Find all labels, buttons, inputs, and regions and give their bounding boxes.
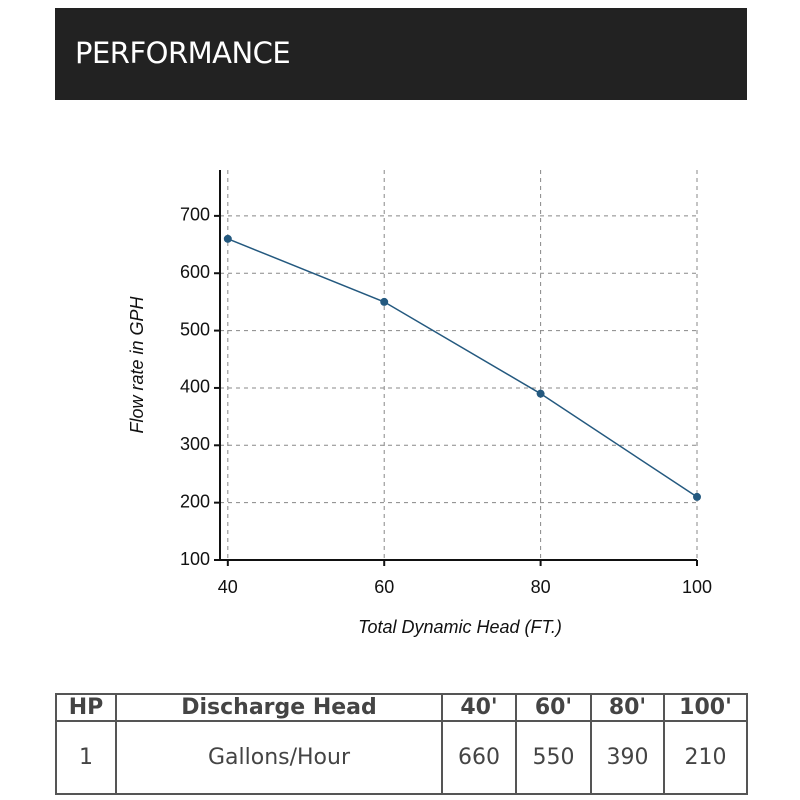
y-axis-title: Flow rate in GPH (127, 295, 147, 433)
x-tick-label: 80 (531, 577, 551, 597)
table-cell: 1 (55, 720, 117, 795)
point (693, 492, 701, 501)
x-tick-label: 100 (682, 577, 712, 597)
header-title: PERFORMANCE (75, 36, 291, 70)
table-cell: Gallons/Hour (115, 720, 443, 795)
header-bar: PERFORMANCE (55, 8, 747, 100)
header-cell: Discharge Head (115, 693, 443, 722)
table-cell: 390 (590, 720, 665, 795)
header-cell: HP (55, 693, 117, 722)
x-tick-label: 60 (374, 577, 394, 597)
y-tick-label: 400 (180, 377, 210, 397)
y-tick-label: 700 (180, 205, 210, 225)
y-tick-label: 100 (180, 549, 210, 569)
table-header: HP Discharge Head 40' 60' 80' 100' (55, 693, 748, 722)
point (380, 297, 389, 306)
x-tick-label: 40 (218, 577, 238, 597)
header-cell: 100' (663, 693, 748, 722)
y-tick-label: 300 (180, 434, 210, 454)
table-cell: 550 (515, 720, 592, 795)
x-axis-title: Total Dynamic Head (FT.) (358, 617, 562, 637)
header-cell: 80' (590, 693, 665, 722)
spec-table: HP Discharge Head 40' 60' 80' 100' 1 Gallons/H… (55, 693, 748, 795)
line (227, 238, 698, 498)
header-cell: 40' (441, 693, 517, 722)
y-tick-label: 600 (180, 262, 210, 282)
table-cell: 210 (663, 720, 748, 795)
y-tick-label: 500 (180, 319, 210, 339)
point (536, 389, 545, 398)
table-row: 1 Gallons/Hour 660 550 390 210 (55, 720, 748, 795)
chart: Total Dynamic Head (FT.) Flow rate in GP… (127, 170, 712, 637)
header-cell: 60' (515, 693, 592, 722)
table-cell: 660 (441, 720, 517, 795)
point (223, 234, 232, 243)
y-tick-label: 200 (180, 491, 210, 511)
